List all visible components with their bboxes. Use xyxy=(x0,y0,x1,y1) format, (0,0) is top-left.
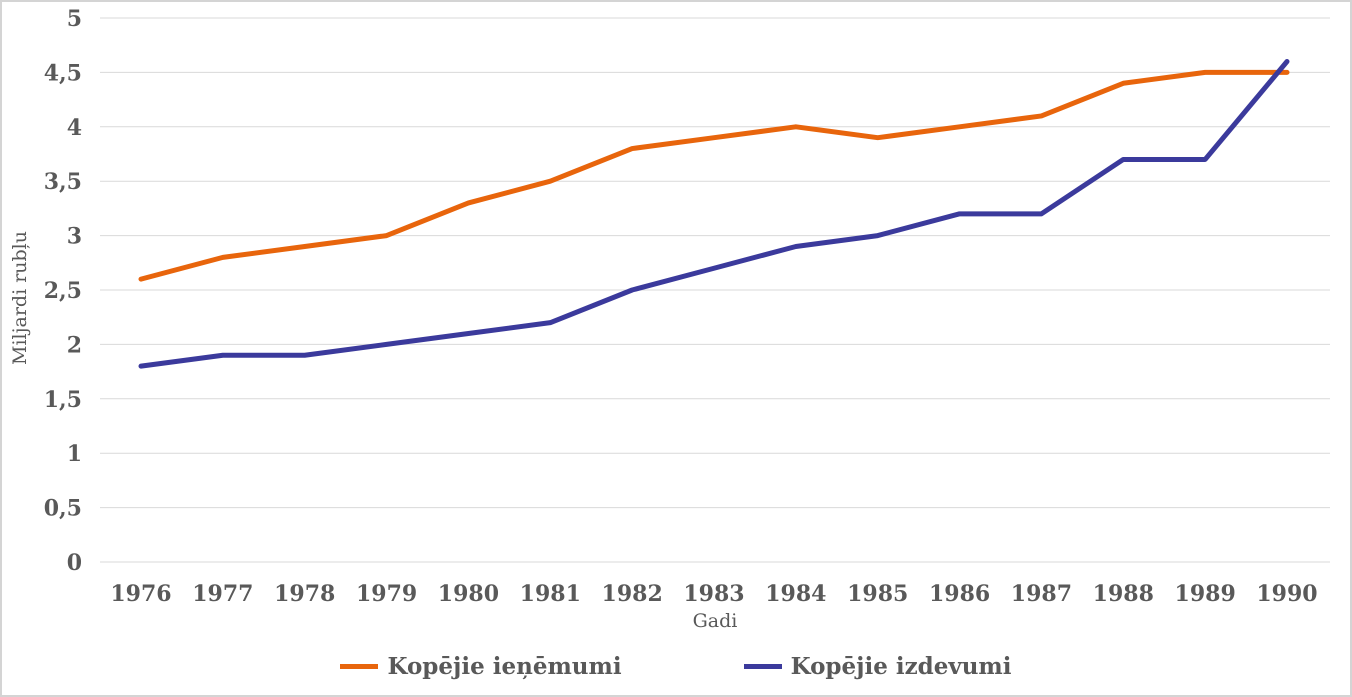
y-tick-label: 2 xyxy=(67,332,82,358)
x-tick-label: 1986 xyxy=(929,581,990,607)
legend-line-swatch xyxy=(340,664,379,669)
legend-item: Kopējie izdevumi xyxy=(743,653,1012,680)
y-tick-label: 4,5 xyxy=(44,60,82,86)
y-tick-label: 3,5 xyxy=(44,169,82,195)
x-tick-label: 1987 xyxy=(1011,581,1072,607)
x-tick-label: 1990 xyxy=(1256,581,1317,607)
x-tick-label: 1982 xyxy=(602,581,663,607)
legend-label: Kopējie ieņēmumi xyxy=(387,653,622,680)
x-tick-label: 1981 xyxy=(520,581,581,607)
y-tick-label: 4 xyxy=(67,115,82,141)
x-tick-label: 1980 xyxy=(438,581,499,607)
y-tick-label: 3 xyxy=(67,224,82,250)
y-tick-label: 0 xyxy=(67,550,82,576)
y-tick-label: 5 xyxy=(67,6,82,32)
series-line-kop-jie-izdevumi xyxy=(138,59,1290,369)
y-tick-label: 2,5 xyxy=(44,278,82,304)
x-axis-title: Gadi xyxy=(692,610,738,632)
x-tick-label: 1988 xyxy=(1093,581,1154,607)
y-tick-label: 1 xyxy=(67,441,82,467)
x-tick-label: 1989 xyxy=(1175,581,1236,607)
x-tick-label: 1985 xyxy=(847,581,908,607)
legend-label: Kopējie izdevumi xyxy=(790,653,1012,680)
legend-item: Kopējie ieņēmumi xyxy=(340,653,622,680)
chart-legend: Kopējie ieņēmumi Kopējie izdevumi xyxy=(2,653,1350,680)
x-tick-label: 1984 xyxy=(765,581,826,607)
y-tick-label: 1,5 xyxy=(44,387,82,413)
legend-line-swatch xyxy=(743,664,782,669)
y-tick-label: 0,5 xyxy=(44,496,82,522)
x-tick-label: 1977 xyxy=(192,581,253,607)
y-axis-title: Miljardi rubļu xyxy=(9,231,31,365)
x-tick-label: 1978 xyxy=(274,581,335,607)
x-tick-label: 1983 xyxy=(683,581,744,607)
x-tick-label: 1976 xyxy=(110,581,171,607)
x-tick-label: 1979 xyxy=(356,581,417,607)
series-line-kop-jie-ie-mumi xyxy=(138,69,1290,282)
